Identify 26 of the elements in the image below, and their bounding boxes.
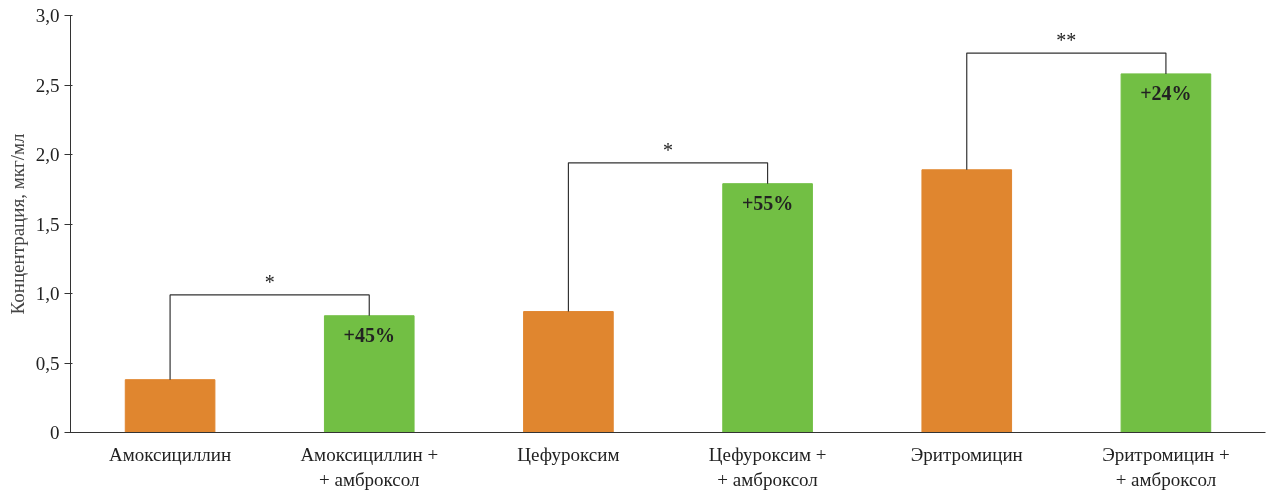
y-tick-label: 0,5 [35,352,60,374]
bar [523,311,614,433]
y-tick-label: 3,0 [35,5,60,26]
x-tick-label: Амоксициллин [108,443,232,465]
y-axis-title: Концентрация, мкг/мл [6,132,28,315]
annotation: +55% [741,191,794,214]
bar [323,315,415,433]
y-tick-label: 1,5 [35,213,60,235]
y-tick-label: 1,0 [35,283,60,304]
bar [921,169,1013,433]
bar [722,183,813,433]
x-tick-label: Амоксициллин + + амброксол [300,443,439,490]
y-tick-label: 0 [50,422,60,443]
x-tick-label: Эритромицин [910,443,1023,465]
bar [124,379,216,433]
annotation: +24% [1140,81,1192,104]
annotation: * [663,138,673,161]
y-tick-label: 2,0 [35,144,60,165]
annotation: +45% [343,323,395,346]
annotation: ** [1056,29,1077,52]
x-tick-label: Цефуроксим [517,443,620,465]
x-tick-label: Эритромицин + + амброксол [1102,443,1230,490]
bar [1120,73,1212,433]
x-tick-label: Цефуроксим + + амброксол [708,443,827,490]
y-tick-label: 2,5 [35,74,60,96]
annotation: * [264,270,275,293]
